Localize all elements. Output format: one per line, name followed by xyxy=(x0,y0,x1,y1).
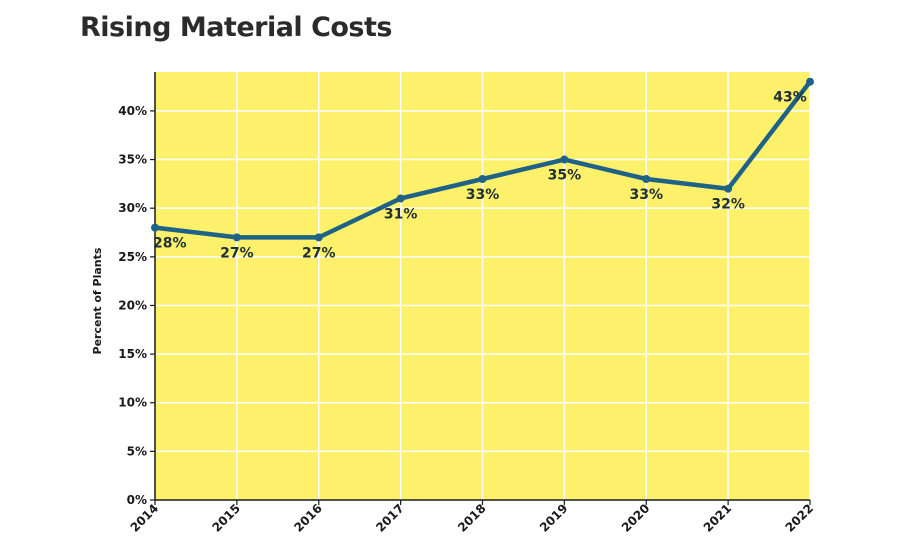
y-tick-label-0: 0% xyxy=(127,493,147,507)
data-point-2021 xyxy=(724,184,733,193)
x-tick-label-4: 2018 xyxy=(455,501,489,535)
y-axis-label: Percent of Plants xyxy=(91,247,104,354)
y-tick-label-1: 5% xyxy=(127,444,147,458)
y-tick-label-4: 20% xyxy=(118,298,147,312)
data-point-2014 xyxy=(151,223,159,232)
chart-title: Rising Material Costs xyxy=(80,12,392,43)
x-tick-label-5: 2019 xyxy=(537,501,571,535)
data-label-2017: 31% xyxy=(384,206,418,222)
data-label-2021: 32% xyxy=(711,197,745,213)
data-label-2019: 35% xyxy=(548,168,582,184)
data-label-2015: 27% xyxy=(220,245,254,261)
data-point-2017 xyxy=(396,194,405,203)
x-tick-label-7: 2021 xyxy=(701,501,735,535)
y-tick-label-6: 30% xyxy=(118,201,147,215)
y-tick-label-5: 25% xyxy=(118,250,147,264)
data-point-2020 xyxy=(642,175,651,183)
data-labels: 28% 27% 27% 31% 33% 35% 33% 32% 43% xyxy=(153,90,807,262)
y-tick-label-8: 40% xyxy=(118,104,147,118)
data-point-2022 xyxy=(806,77,814,86)
data-label-2014: 28% xyxy=(153,236,187,252)
x-tick-label-3: 2017 xyxy=(373,501,407,535)
data-point-2018 xyxy=(478,175,487,183)
grid-lines xyxy=(155,72,811,500)
y-tick-label-2: 10% xyxy=(118,396,147,410)
data-point-2019 xyxy=(560,155,569,164)
data-points xyxy=(151,77,814,242)
data-label-2020: 33% xyxy=(629,187,663,203)
x-tick-label-8: 2022 xyxy=(783,501,817,535)
x-tick-label-1: 2015 xyxy=(209,501,243,535)
data-point-2015 xyxy=(232,233,241,242)
x-tick-label-6: 2020 xyxy=(619,501,653,535)
data-label-2022: 43% xyxy=(773,90,807,106)
data-label-2018: 33% xyxy=(466,187,500,203)
y-tick-label-3: 15% xyxy=(118,347,147,361)
data-label-2016: 27% xyxy=(302,245,336,261)
x-tick-label-2: 2016 xyxy=(291,501,325,535)
x-axis-ticks: 2014 2015 2016 2017 2018 2019 2020 2021 2022 xyxy=(128,500,817,535)
y-axis-ticks: 0% 5% 10% 15% 20% 25% 30% 35% 40% xyxy=(118,104,155,507)
y-tick-label-7: 35% xyxy=(118,153,147,167)
data-point-2016 xyxy=(314,233,323,242)
